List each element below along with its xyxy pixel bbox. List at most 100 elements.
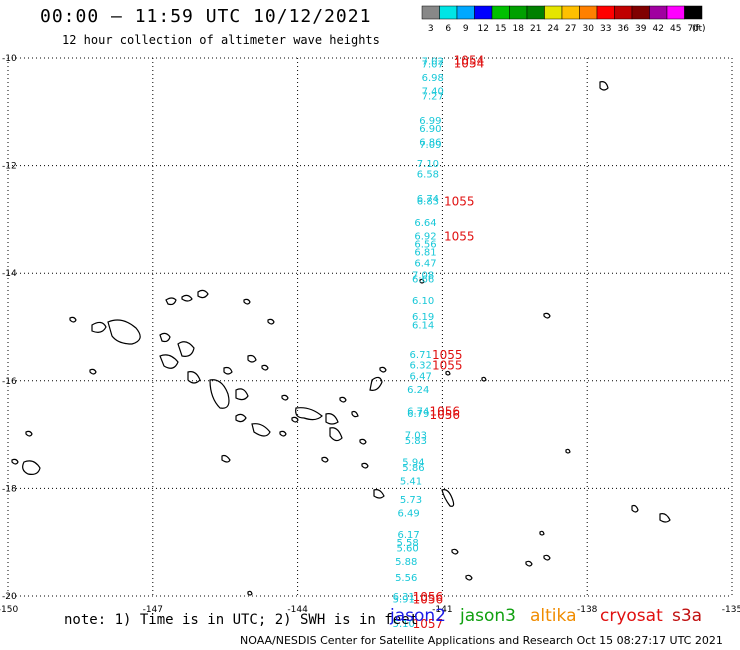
wave-height-label: 7.08 [412,270,434,281]
lon-tick-label: -135 [722,605,740,615]
wave-height-label: 5.86 [402,463,424,474]
legend-label: 30 [583,24,595,34]
legend-label: 18 [513,24,525,34]
island-outline [659,513,671,523]
lon-tick-label: -144 [287,605,308,615]
wave-height-label: 5.41 [400,476,422,487]
island-outline [89,368,97,375]
map-subtitle: 12 hour collection of altimeter wave hei… [62,33,380,47]
island-outline [197,289,209,299]
legend-swatch [596,5,615,20]
island-outline [543,312,551,319]
lat-tick-label: -10 [2,54,17,64]
wave-height-label: 5.60 [397,544,419,555]
wave-height-label: 6.92 [414,232,436,243]
wave-height-label: 6.17 [397,530,419,541]
time-label: 1056 [430,404,461,418]
island-outline [369,376,383,391]
lon-tick-label: -138 [577,605,598,615]
satellite-label: altika [530,606,577,626]
color-legend: 3 6 9 12 15 18 21 24 27 30 33 36 39 42 45 70(ft) [421,5,706,34]
legend-swatch [631,5,650,20]
wave-height-label: 6.47 [410,371,432,382]
time-label: 1057 [413,617,444,631]
legend-label: 27 [565,24,576,34]
island-outline [419,278,425,284]
satellite-label: cryosat [600,606,663,626]
lat-tick-label: -14 [2,269,17,279]
wave-height-label: 6.99 [419,116,441,127]
wave-height-label: 5.94 [402,458,424,469]
legend-swatch [526,5,545,20]
island-outline [159,332,171,343]
wave-height-label: 6.49 [397,509,419,520]
legend-swatch [491,5,510,20]
island-outline [481,376,487,382]
wave-height-label: 6.10 [412,296,434,307]
wave-height-label: 7.27 [422,92,444,103]
wave-height-label: 6.32 [410,361,432,372]
island-outline [525,560,533,567]
legend-label: 24 [548,24,560,34]
island-outline [361,462,369,469]
island-outline [261,364,269,371]
island-outline [25,430,33,437]
island-outline [291,416,299,423]
island-outline [187,371,201,384]
lat-tick-label: -16 [2,377,17,387]
island-outline [295,407,323,421]
wave-height-label: 6.90 [419,124,441,135]
graticule [7,57,733,597]
island-outline [165,297,177,306]
lon-tick-label: -150 [0,605,18,615]
map-title: 00:00 – 11:59 UTC 10/12/2021 [40,6,372,27]
lat-tick-label: -18 [2,484,17,494]
time-label: 1054 [454,54,485,68]
island-outline [379,366,387,373]
island-outline [91,321,107,333]
island-outline [321,456,329,463]
island-outline [159,354,179,369]
wave-height-label: 6.98 [422,73,444,84]
island-outlines [11,81,671,596]
island-outline [221,454,231,463]
island-outline [181,294,193,302]
island-outline [177,341,195,357]
island-outline [441,489,455,507]
wave-height-label: 6.56 [414,240,436,251]
island-outline [445,370,451,376]
island-outline [565,448,571,454]
island-outline [235,413,247,423]
island-outline [339,396,347,403]
wave-height-label: 7.09 [419,140,441,151]
island-outline [22,460,41,475]
island-outline [351,410,359,418]
island-outline [247,590,253,596]
wave-height-label: 6.74 [417,194,439,205]
legend-label: 6 [445,24,451,34]
island-outline [267,318,275,325]
satellite-label: jason2 [390,606,446,626]
time-label: 1055 [432,359,463,373]
wave-height-label: 5.73 [400,495,422,506]
island-outline [235,388,249,401]
wave-height-label: 5.56 [395,573,417,584]
wave-height-label: 7.02 [422,57,444,68]
island-outline [359,438,367,445]
legend-label: 42 [653,24,664,34]
wave-height-label: 6.71 [410,350,432,361]
wave-height-label: 6.86 [419,137,441,148]
lon-tick-label: -147 [143,605,163,615]
time-labels: 1054105410551055105510551056105610561056… [413,54,485,631]
island-outline [107,319,141,345]
wave-height-label: 5.10 [393,619,415,630]
island-outline [465,574,473,581]
legend-swatch [456,5,475,20]
legend-swatch [614,5,633,20]
legend-swatch [666,5,685,20]
time-label: 1055 [444,195,475,209]
legend-unit: (ft) [692,24,706,34]
wave-height-label: 6.24 [407,385,429,396]
time-label: 1055 [444,230,475,244]
